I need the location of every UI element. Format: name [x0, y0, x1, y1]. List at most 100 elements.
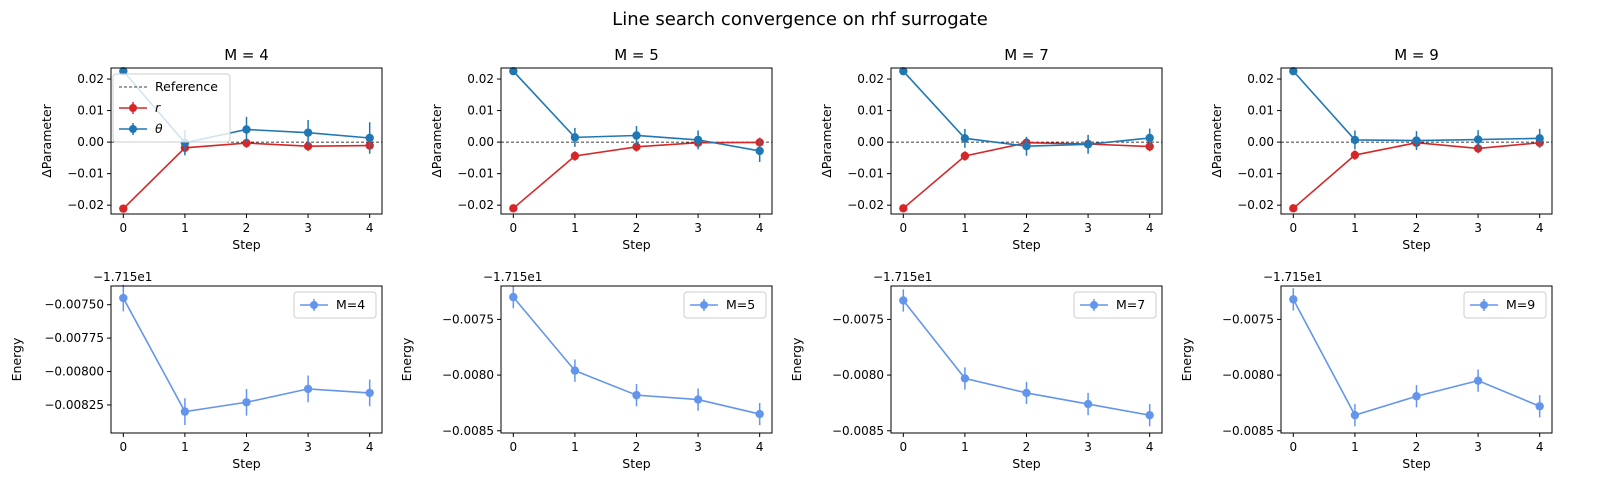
y-tick-label: −0.0085 [1222, 424, 1274, 438]
data-point [303, 142, 313, 151]
x-tick-label: 1 [571, 221, 579, 235]
y-tick-label: 0.01 [467, 104, 494, 118]
y-tick-label: −0.0085 [442, 424, 494, 438]
data-point [1289, 295, 1298, 304]
data-point [1022, 388, 1031, 398]
data-point [755, 146, 764, 156]
x-tick-label: 3 [1474, 221, 1482, 235]
x-tick-label: 2 [633, 440, 641, 454]
subplot-title: M = 7 [1004, 46, 1049, 64]
y-tick-label: −0.0075 [1222, 312, 1274, 326]
y-axis-label: ΔParameter [1209, 103, 1224, 177]
x-tick-label: 3 [694, 440, 702, 454]
data-point [1412, 392, 1421, 401]
y-tick-label: −0.01 [457, 167, 494, 181]
y-tick-label: 0.01 [1247, 104, 1274, 118]
x-tick-label: 1 [961, 221, 969, 235]
x-tick-label: 4 [1536, 221, 1544, 235]
x-tick-label: 1 [1351, 221, 1359, 235]
data-point [693, 395, 703, 404]
y-tick-label: 0.01 [857, 104, 884, 118]
data-point [632, 131, 641, 140]
data-point [180, 407, 190, 416]
data-point [1412, 136, 1421, 145]
x-tick-label: 0 [899, 440, 907, 454]
x-tick-label: 2 [243, 221, 251, 235]
x-tick-label: 1 [181, 440, 189, 454]
legend-label: M=4 [336, 297, 365, 312]
legend: M=9 [1463, 291, 1547, 319]
data-point [242, 138, 251, 148]
y-tick-label: 0.02 [77, 72, 104, 86]
data-point [570, 151, 580, 161]
series-M=4 [119, 284, 374, 425]
legend-swatch-marker [1090, 301, 1098, 309]
x-axis-label: Step [622, 456, 651, 471]
y-tick-label: −0.02 [457, 198, 494, 212]
subplot-energy-2: −1.715e1 0 1 2 3 4 −0.0075 −0.0080 −0.0085 Step En… [399, 270, 773, 471]
legend-box [1073, 291, 1157, 319]
x-tick-label: 2 [633, 221, 641, 235]
legend-theta-swatch-marker [129, 125, 137, 133]
y-axis-label: ΔParameter [39, 103, 54, 177]
data-point [509, 292, 518, 302]
x-tick-label: 1 [181, 221, 189, 235]
y-tick-label: −0.0075 [442, 312, 494, 326]
y-tick-label: −0.01 [847, 167, 884, 181]
data-point [960, 374, 970, 383]
x-tick-label: 4 [1146, 440, 1154, 454]
axis-offset-label: −1.715e1 [483, 270, 542, 284]
axis-offset-label: −1.715e1 [873, 270, 932, 284]
data-point [1022, 142, 1031, 151]
y-tick-label: −0.02 [1237, 198, 1274, 212]
data-point [1145, 410, 1154, 420]
data-point [1473, 376, 1483, 385]
x-tick-label: 3 [304, 221, 312, 235]
y-axis-label: Energy [1179, 337, 1194, 381]
x-tick-label: 2 [243, 440, 251, 454]
y-tick-label: 0.00 [77, 135, 104, 149]
x-tick-label: 2 [1023, 221, 1031, 235]
x-tick-label: 4 [366, 440, 374, 454]
x-tick-label: 4 [756, 440, 764, 454]
x-tick-label: 1 [571, 440, 579, 454]
x-tick-label: 1 [961, 440, 969, 454]
data-point [303, 384, 313, 394]
y-tick-label: 0.00 [467, 135, 494, 149]
data-point [570, 366, 580, 375]
y-tick-label: 0.01 [77, 104, 104, 118]
data-point [242, 398, 251, 407]
subplot-title: M = 9 [1394, 46, 1439, 64]
data-point [1473, 135, 1483, 144]
data-point [365, 388, 374, 398]
x-axis-label: Step [1012, 456, 1041, 471]
data-point [632, 142, 641, 152]
subplot-energy-3: −1.715e1 0 1 2 3 4 −0.0075 −0.0080 −0.0085 Step En… [789, 270, 1163, 471]
data-point [509, 66, 518, 76]
x-tick-label: 0 [899, 221, 907, 235]
data-point [1289, 66, 1298, 76]
y-tick-label: −0.02 [67, 198, 104, 212]
x-tick-label: 2 [1023, 440, 1031, 454]
x-tick-label: 0 [119, 440, 127, 454]
data-point [755, 409, 764, 419]
legend-box [112, 73, 231, 143]
x-axis-label: Step [232, 456, 261, 471]
figure-title: Line search convergence on rhf surrogate [612, 9, 988, 30]
data-point [1350, 150, 1360, 160]
legend-label: M=5 [726, 297, 755, 312]
data-point [899, 296, 908, 305]
x-tick-label: 4 [756, 221, 764, 235]
legend: M=7 [1073, 291, 1157, 319]
subplot-title: M = 4 [224, 46, 269, 64]
data-point [365, 133, 374, 143]
subplot-title: M = 5 [614, 46, 659, 64]
y-axis-label: ΔParameter [819, 103, 834, 177]
x-tick-label: 4 [1536, 440, 1544, 454]
y-tick-label: 0.02 [467, 72, 494, 86]
data-point [1350, 135, 1360, 145]
subplot-param-2: M = 5 0 1 2 3 4 −0.02 −0.01 0.00 0.01 0.02 Step ΔPar… [429, 46, 773, 252]
legend-swatch-marker [1480, 301, 1488, 309]
x-axis-label: Step [1012, 237, 1041, 252]
axis-offset-label: −1.715e1 [93, 270, 152, 284]
